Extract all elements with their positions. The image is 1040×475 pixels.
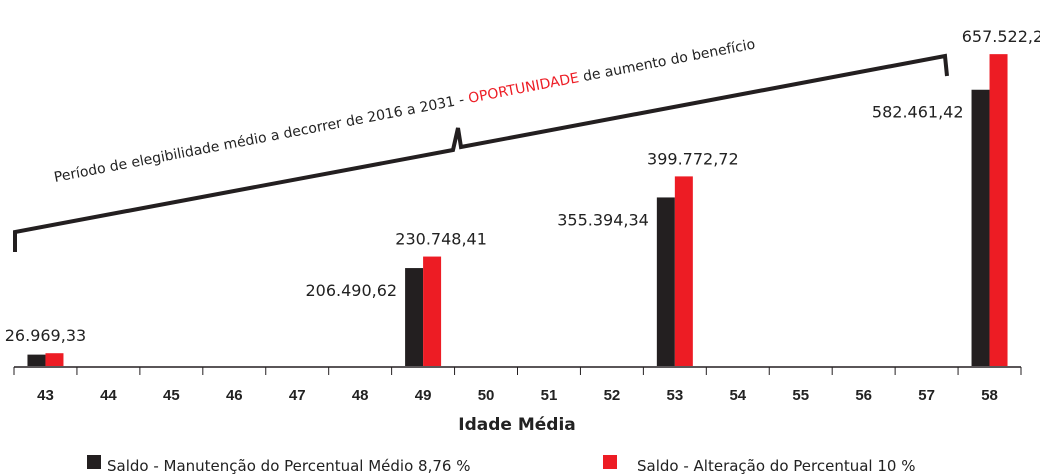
x-tick-label: 58: [981, 387, 998, 404]
annotation-highlight: OPORTUNIDADE: [467, 70, 580, 107]
x-axis-title: Idade Média: [458, 415, 576, 435]
value-label: 26.969,33: [5, 326, 86, 345]
x-tick-label: 55: [792, 387, 809, 404]
legend-label: Saldo - Alteração do Percentual 10 %: [637, 457, 915, 475]
bracket: [13, 53, 949, 252]
value-label: 230.748,41: [395, 230, 487, 249]
value-label: 206.490,62: [305, 281, 397, 300]
x-tick-label: 52: [604, 387, 621, 404]
x-tick-label: 46: [226, 387, 243, 404]
x-tick-label: 53: [667, 387, 684, 404]
value-label: 399.772,72: [647, 149, 739, 168]
value-label: 582.461,42: [872, 103, 964, 122]
value-label: 657.522,21: [962, 27, 1040, 46]
x-tick-label: 54: [729, 387, 746, 404]
legend-swatch: [603, 455, 617, 469]
bar: [971, 89, 990, 366]
bar: [656, 197, 675, 366]
bar: [405, 268, 424, 366]
x-tick-label: 45: [163, 387, 180, 404]
x-tick-label: 50: [478, 387, 495, 404]
bar: [45, 353, 64, 366]
bar: [674, 176, 693, 366]
bar: [989, 54, 1008, 367]
x-tick-label: 43: [37, 387, 54, 404]
x-tick-label: 49: [415, 387, 432, 404]
x-tick-label: 57: [918, 387, 935, 404]
value-label: 355.394,34: [557, 210, 649, 229]
annotation-text: de aumento do benefício: [577, 37, 756, 86]
x-tick-label: 51: [541, 387, 558, 404]
legend-swatch: [87, 455, 101, 469]
x-tick-label: 47: [289, 387, 306, 404]
bar: [27, 354, 46, 366]
bar: [423, 256, 442, 366]
x-tick-label: 48: [352, 387, 369, 404]
annotation-text: Período de elegibilidade médio a decorre…: [53, 91, 470, 186]
x-tick-label: 56: [855, 387, 872, 404]
x-tick-label: 44: [100, 387, 117, 404]
legend-label: Saldo - Manutenção do Percentual Médio 8…: [107, 457, 470, 475]
